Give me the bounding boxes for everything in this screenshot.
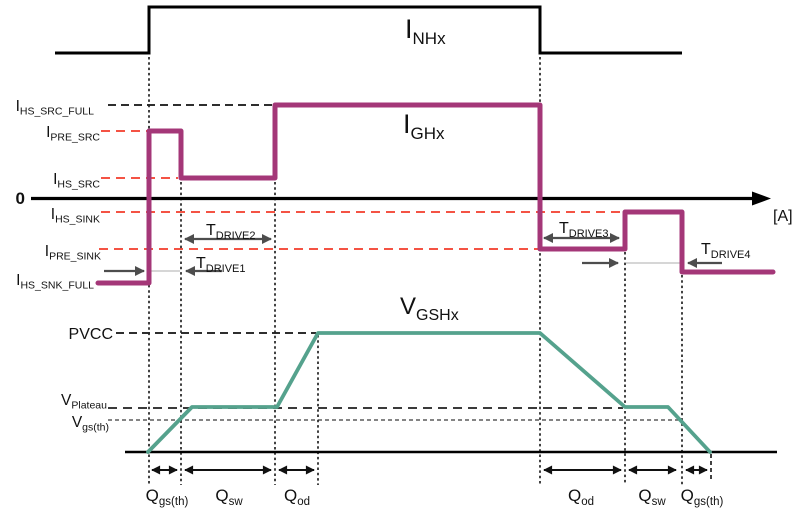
zero-label: 0 <box>16 189 25 208</box>
q-od-left-label: Qod <box>284 486 310 508</box>
q-sw-left-label: Qsw <box>215 486 243 508</box>
q-od-right-label: Qod <box>568 486 594 508</box>
ihs-sink-label: IHS_SINK <box>51 206 100 226</box>
vgshx-label: VGSHx <box>400 293 459 324</box>
tdrive4-label: TDRIVE4 <box>701 241 751 261</box>
tdrive1-label: TDRIVE1 <box>196 255 246 275</box>
ighx-waveform <box>95 102 776 286</box>
vgshx-waveform <box>146 331 712 454</box>
ihs-snk-full-label: IHS_SNK_FULL <box>16 272 94 292</box>
inhx-waveform <box>55 5 682 55</box>
ihs-src-label: IHS_SRC <box>53 171 100 191</box>
v-gs-th-label: Vgs(th) <box>72 414 109 434</box>
ighx-label: IGHx <box>403 109 445 143</box>
q-gsth-right-label: Qgs(th) <box>681 486 724 508</box>
q-gsth-left-label: Qgs(th) <box>146 486 189 508</box>
ihs-src-full-label: IHS_SRC_FULL <box>16 98 95 118</box>
inhx-label: INHx <box>405 14 446 48</box>
pvcc-label: PVCC <box>69 326 113 343</box>
axis-unit-label: [A] <box>773 208 793 225</box>
ipre-sink-label: IPRE_SINK <box>45 243 101 263</box>
ipre-src-label: IPRE_SRC <box>46 124 100 144</box>
axis-arrowhead-icon <box>752 191 771 206</box>
q-sw-right-label: Qsw <box>638 486 666 508</box>
tdrive2-label: TDRIVE2 <box>206 222 256 242</box>
v-plateau-label: VPlateau <box>61 392 107 412</box>
tdrive3-label: TDRIVE3 <box>559 220 609 240</box>
